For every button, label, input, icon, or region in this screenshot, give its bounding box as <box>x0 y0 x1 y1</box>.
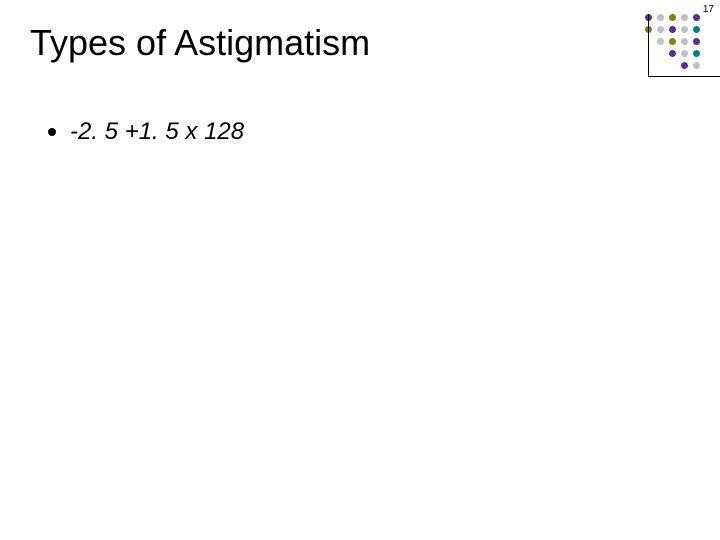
decor-dot <box>681 26 688 33</box>
decor-dot <box>669 26 676 33</box>
decor-dot <box>693 50 700 57</box>
divider-horizontal <box>648 76 720 77</box>
decor-dot <box>693 62 700 69</box>
decor-dot <box>669 50 676 57</box>
decor-dot <box>657 14 664 21</box>
decor-dot <box>693 14 700 21</box>
slide: 17 Types of Astigmatism -2. 5 +1. 5 x 12… <box>0 0 720 540</box>
decor-dot <box>681 14 688 21</box>
bullet-item: -2. 5 +1. 5 x 128 <box>48 118 244 146</box>
dot-row <box>645 62 700 69</box>
decor-dot <box>693 38 700 45</box>
decor-dot <box>669 38 676 45</box>
slide-title: Types of Astigmatism <box>30 22 370 64</box>
bullet-text: -2. 5 +1. 5 x 128 <box>70 118 244 146</box>
dot-row <box>645 14 700 21</box>
decor-dot <box>657 26 664 33</box>
bullet-marker-icon <box>48 128 56 136</box>
divider-vertical <box>648 14 649 76</box>
decor-dot <box>681 50 688 57</box>
dot-row <box>645 50 700 57</box>
decor-dot <box>681 38 688 45</box>
dot-row <box>645 38 700 45</box>
decor-dot <box>669 14 676 21</box>
corner-dot-decor <box>645 14 700 74</box>
bullet-list: -2. 5 +1. 5 x 128 <box>48 118 244 146</box>
page-number: 17 <box>703 4 714 15</box>
decor-dot <box>657 38 664 45</box>
dot-row <box>645 26 700 33</box>
decor-dot <box>693 26 700 33</box>
decor-dot <box>681 62 688 69</box>
